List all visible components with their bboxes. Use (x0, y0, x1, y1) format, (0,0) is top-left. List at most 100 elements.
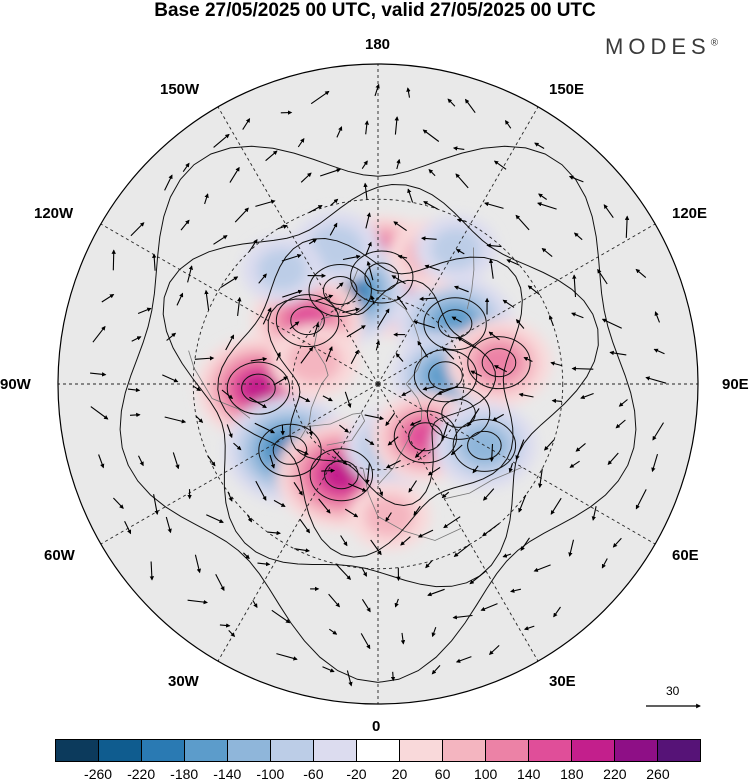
wind-arrow (246, 514, 252, 523)
colorbar-segment (486, 740, 529, 761)
modes-logo: MODES® (605, 34, 718, 60)
closed-contour (309, 448, 374, 502)
wind-arrow (523, 357, 533, 362)
wind-arrow (300, 172, 312, 183)
wind-arrow (228, 630, 236, 638)
wind-arrow (164, 174, 173, 191)
meridian-line (377, 106, 539, 385)
wind-arrow (98, 454, 105, 469)
wind-arrow (226, 424, 233, 439)
wind-arrow (149, 561, 155, 581)
colorbar-segment (357, 740, 400, 761)
wind-arrow (550, 361, 562, 367)
wind-arrow (294, 548, 310, 553)
colorbar-tick-label: 140 (517, 766, 541, 782)
wind-arrow (332, 449, 348, 466)
wind-arrow (492, 413, 504, 421)
wind-arrow (422, 129, 440, 142)
wind-arrow (164, 416, 187, 424)
wind-arrow (370, 539, 382, 556)
wind-arrow (548, 314, 554, 327)
colorbar-segment (142, 740, 185, 761)
wind-arrow (346, 325, 366, 338)
wind-arrow (624, 215, 630, 238)
wind-arrow (520, 537, 530, 552)
wind-arrow (544, 439, 555, 451)
wind-arrow (569, 460, 580, 468)
wind-arrow (257, 561, 271, 567)
anomaly-level (256, 248, 308, 291)
colorbar-tick-label: 60 (434, 766, 451, 782)
wind-arrow (455, 249, 465, 255)
wind-arrow (413, 505, 421, 516)
wind-arrow (538, 468, 543, 489)
wind-arrow (428, 168, 436, 177)
colorbar-tick-label: -60 (303, 766, 324, 782)
wind-arrow (172, 452, 180, 470)
wind-arrow (249, 396, 267, 409)
wind-arrow (299, 518, 311, 534)
wind-arrow (486, 243, 502, 248)
wind-arrow (320, 168, 342, 177)
wind-arrow (385, 460, 401, 469)
wind-arrow (364, 414, 385, 421)
wind-arrow (193, 385, 202, 391)
wind-arrow (361, 599, 371, 613)
closed-contour (275, 294, 340, 348)
wind-arrow (455, 656, 472, 663)
wind-arrow (427, 588, 445, 597)
anomaly-level (309, 225, 364, 271)
wind-arrow (310, 90, 330, 105)
closed-contour (322, 275, 358, 305)
wind-arrow (652, 422, 664, 441)
coastline (466, 247, 475, 310)
wind-arrow (538, 193, 548, 200)
wind-arrow (571, 366, 594, 371)
reference-wind-label: 30 (666, 684, 680, 698)
wind-arrow (364, 120, 369, 135)
wind-arrow (365, 463, 370, 485)
meridian-line (217, 383, 379, 662)
meridian-line (217, 106, 379, 385)
colorbar-tick-label: 220 (603, 766, 627, 782)
wind-arrow (276, 653, 298, 661)
wind-arrow (127, 387, 141, 393)
wind-arrow (364, 438, 375, 446)
wind-arrow (456, 218, 466, 223)
colorbar-segment (228, 740, 271, 761)
wind-arrow (289, 321, 300, 330)
wind-arrow (344, 391, 352, 409)
wind-arrow (220, 276, 239, 289)
wind-arrow (340, 535, 348, 547)
wind-arrow (308, 425, 314, 437)
wind-arrow (431, 627, 437, 638)
wind-arrow (342, 307, 360, 314)
wind-arrow (330, 198, 339, 206)
wind-arrow (365, 212, 371, 229)
anomaly-high-105e (446, 319, 552, 406)
wind-arrow (417, 340, 429, 358)
wind-arrow (385, 412, 396, 427)
wind-arrow (601, 558, 608, 569)
wind-arrow (615, 419, 626, 429)
wind-arrow (322, 395, 333, 402)
map-border (57, 63, 699, 705)
wind-arrow (443, 516, 461, 529)
wind-arrow (187, 265, 193, 283)
wind-arrow (575, 442, 586, 452)
wind-arrow (281, 253, 302, 262)
wind-arrow (437, 385, 459, 395)
registered-mark: ® (710, 37, 719, 49)
wind-arrow (328, 628, 338, 635)
latitude-circle (192, 198, 564, 570)
wind-arrow (427, 466, 441, 476)
wind-arrow (297, 137, 305, 148)
wind-arrow (510, 588, 522, 593)
wind-arrow (603, 204, 614, 219)
wind-arrow (366, 260, 374, 281)
wind-arrow (162, 374, 179, 383)
wind-arrow (346, 670, 353, 687)
closed-contour (308, 263, 372, 317)
wind-arrow (469, 570, 487, 585)
wind-arrow (572, 274, 577, 298)
